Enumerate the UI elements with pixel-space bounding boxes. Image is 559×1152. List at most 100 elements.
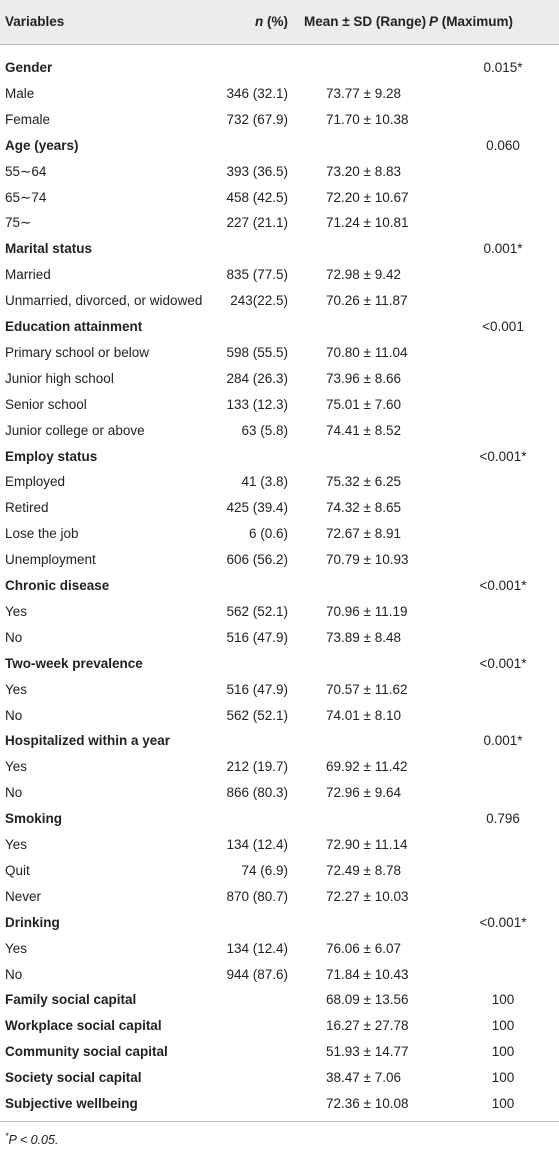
row-mean-sd: 72.27 ± 10.03	[326, 889, 409, 904]
group-label: Hospitalized within a year	[5, 733, 171, 748]
row-n-percent: 835 (77.5)	[226, 267, 288, 282]
row-mean-sd: 72.49 ± 8.78	[326, 863, 401, 878]
row-mean-sd: 71.24 ± 10.81	[326, 215, 409, 230]
row-label: Junior college or above	[5, 423, 145, 438]
row-mean-sd: 16.27 ± 27.78	[326, 1018, 409, 1033]
header-n-suffix: (%)	[263, 14, 288, 29]
row-n-percent: 212 (19.7)	[226, 759, 288, 774]
row-label: Yes	[5, 941, 28, 956]
row-mean-sd: 73.77 ± 9.28	[326, 86, 401, 101]
group-label: Two-week prevalence	[5, 656, 143, 671]
row-label: Lose the job	[5, 526, 79, 541]
row-n-percent: 732 (67.9)	[226, 112, 288, 127]
row-label: No	[5, 967, 23, 982]
row-p-value: 100	[491, 1018, 515, 1033]
row-mean-sd: 69.92 ± 11.42	[326, 759, 408, 774]
row-label: Unmarried, divorced, or widowed	[5, 293, 203, 308]
row-p-value: 100	[491, 1070, 515, 1085]
table-footnote: *P < 0.05.	[5, 1131, 58, 1147]
row-n-percent: 562 (52.1)	[226, 708, 288, 723]
group-label: Chronic disease	[5, 578, 110, 593]
row-mean-sd: 70.57 ± 11.62	[326, 682, 408, 697]
row-mean-sd: 72.96 ± 9.64	[326, 785, 401, 800]
row-mean-sd: 68.09 ± 13.56	[326, 992, 409, 1007]
row-mean-sd: 72.98 ± 9.42	[326, 267, 401, 282]
table-header: Variables n (%) Mean ± SD (Range) P (Max…	[0, 0, 559, 44]
row-n-percent: 393 (36.5)	[226, 164, 288, 179]
group-label: Community social capital	[5, 1044, 168, 1059]
row-label: Yes	[5, 682, 28, 697]
row-mean-sd: 74.01 ± 8.10	[326, 708, 401, 723]
row-p-value: 0.001*	[483, 733, 523, 748]
row-n-percent: 41 (3.8)	[241, 474, 288, 489]
group-label: Age (years)	[5, 138, 79, 153]
row-mean-sd: 70.79 ± 10.93	[326, 552, 409, 567]
group-label: Gender	[5, 60, 53, 75]
row-n-percent: 870 (80.7)	[226, 889, 288, 904]
row-label: Employed	[5, 474, 66, 489]
row-mean-sd: 72.20 ± 10.67	[326, 190, 409, 205]
row-label: Senior school	[5, 397, 87, 412]
row-p-value: 100	[491, 1096, 515, 1111]
row-label: Yes	[5, 837, 28, 852]
row-p-value: 0.015*	[483, 60, 523, 75]
row-mean-sd: 70.96 ± 11.19	[326, 604, 408, 619]
row-n-percent: 134 (12.4)	[226, 941, 288, 956]
row-p-value: <0.001*	[479, 656, 527, 671]
row-mean-sd: 73.20 ± 8.83	[326, 164, 401, 179]
row-label: 65∼74	[5, 190, 47, 205]
row-n-percent: 598 (55.5)	[226, 345, 288, 360]
group-label: Society social capital	[5, 1070, 142, 1085]
row-n-percent: 227 (21.1)	[226, 215, 288, 230]
row-mean-sd: 75.32 ± 6.25	[326, 474, 401, 489]
group-label: Education attainment	[5, 319, 143, 334]
header-mean-sd: Mean ± SD (Range)	[304, 14, 427, 29]
row-label: Primary school or below	[5, 345, 150, 360]
row-label: Retired	[5, 500, 49, 515]
row-label: Quit	[5, 863, 30, 878]
row-label: Junior high school	[5, 371, 114, 386]
row-n-percent: 562 (52.1)	[226, 604, 288, 619]
row-n-percent: 284 (26.3)	[226, 371, 288, 386]
header-p-maximum: P (Maximum)	[429, 14, 513, 30]
row-mean-sd: 51.93 ± 14.77	[326, 1044, 409, 1059]
group-label: Employ status	[5, 449, 98, 464]
row-label: Yes	[5, 759, 28, 774]
row-p-value: <0.001*	[479, 449, 527, 464]
footnote-marker: *	[5, 1131, 9, 1141]
header-p-italic: P	[429, 14, 439, 29]
row-label: Yes	[5, 604, 28, 619]
row-label: Female	[5, 112, 51, 127]
row-mean-sd: 73.89 ± 8.48	[326, 630, 401, 645]
row-n-percent: 425 (39.4)	[226, 500, 288, 515]
group-label: Family social capital	[5, 992, 137, 1007]
row-mean-sd: 72.90 ± 11.14	[326, 837, 408, 852]
footnote-text: P < 0.05.	[8, 1133, 59, 1148]
row-mean-sd: 72.67 ± 8.91	[326, 526, 401, 541]
row-mean-sd: 74.41 ± 8.52	[326, 423, 401, 438]
row-p-value: 0.796	[486, 811, 520, 826]
row-n-percent: 516 (47.9)	[226, 682, 288, 697]
row-n-percent: 516 (47.9)	[226, 630, 288, 645]
row-n-percent: 606 (56.2)	[226, 552, 288, 567]
row-label: 75∼	[5, 215, 32, 230]
row-label: 55∼64	[5, 164, 47, 179]
group-label: Marital status	[5, 241, 93, 256]
row-p-value: 0.060	[486, 138, 520, 153]
row-n-percent: 74 (6.9)	[241, 863, 288, 878]
header-n-percent: n (%)	[255, 14, 288, 30]
row-mean-sd: 72.36 ± 10.08	[326, 1096, 409, 1111]
group-label: Smoking	[5, 811, 63, 826]
header-divider	[0, 44, 559, 45]
row-n-percent: 63 (5.8)	[241, 423, 288, 438]
row-p-value: <0.001*	[479, 578, 527, 593]
row-n-percent: 134 (12.4)	[226, 837, 288, 852]
row-mean-sd: 70.80 ± 11.04	[326, 345, 408, 360]
row-n-percent: 866 (80.3)	[226, 785, 288, 800]
group-label: Subjective wellbeing	[5, 1096, 138, 1111]
row-label: Unemployment	[5, 552, 96, 567]
header-n-italic: n	[255, 14, 264, 29]
header-variables: Variables	[5, 14, 65, 29]
header-p-suffix: (Maximum)	[438, 14, 514, 29]
row-label: No	[5, 785, 23, 800]
